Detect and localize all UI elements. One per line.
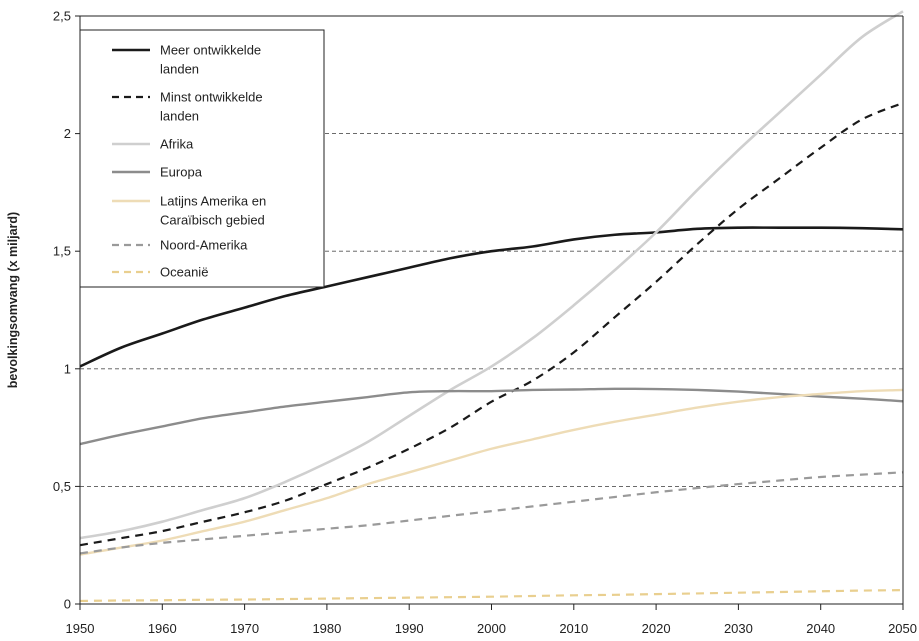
legend: Meer ontwikkelde landen Minst ontwikkelde l…	[79, 29, 325, 288]
axes: 0 0,5 1 1,5 2 2,5 1950 1960 1970 1980 1990 2000 2010…	[53, 9, 917, 637]
legend-label-4-0: Latijns Amerika en	[160, 194, 266, 209]
y-tick-label-3: 1,5	[53, 244, 71, 259]
y-axis-title: bevolkingsomvang (x miljard)	[6, 212, 20, 388]
x-tick-label-9: 2040	[806, 621, 835, 636]
series-line-6	[79, 589, 904, 603]
series-line-1	[79, 101, 904, 547]
x-tick-label-3: 1980	[312, 621, 341, 636]
legend-label-6-0: Oceanië	[160, 265, 208, 280]
x-tick-label-0: 1950	[66, 621, 95, 636]
x-tick-label-4: 1990	[395, 621, 424, 636]
legend-label-5-0: Noord-Amerika	[160, 238, 248, 253]
legend-label-0-1: landen	[160, 62, 199, 77]
legend-label-3-0: Europa	[160, 165, 203, 180]
x-tick-label-8: 2030	[724, 621, 753, 636]
legend-label-1-0: Minst ontwikkelde	[160, 90, 263, 105]
x-tick-label-1: 1960	[148, 621, 177, 636]
x-tick-label-2: 1970	[230, 621, 259, 636]
legend-box	[79, 29, 325, 288]
x-tick-label-5: 2000	[477, 621, 506, 636]
legend-label-1-1: landen	[160, 109, 199, 124]
x-tick-label-7: 2020	[642, 621, 671, 636]
series-line-3	[79, 387, 904, 446]
y-tick-label-4: 2	[64, 126, 71, 141]
x-tick-label-6: 2010	[559, 621, 588, 636]
x-tick-label-10: 2050	[888, 621, 917, 636]
legend-label-4-1: Caraïbisch gebied	[160, 213, 265, 228]
y-tick-label-1: 0,5	[53, 479, 71, 494]
y-tick-label-2: 1	[64, 361, 71, 376]
series-lines	[79, 10, 904, 603]
series-line-0	[79, 226, 904, 368]
y-tick-label-5: 2,5	[53, 9, 71, 24]
series-line-5	[79, 471, 904, 555]
series-line-2	[79, 10, 904, 540]
legend-label-0-0: Meer ontwikkelde	[160, 43, 261, 58]
y-tick-label-0: 0	[64, 597, 71, 612]
series-line-4	[79, 388, 904, 556]
legend-label-2-0: Afrika	[160, 137, 194, 152]
